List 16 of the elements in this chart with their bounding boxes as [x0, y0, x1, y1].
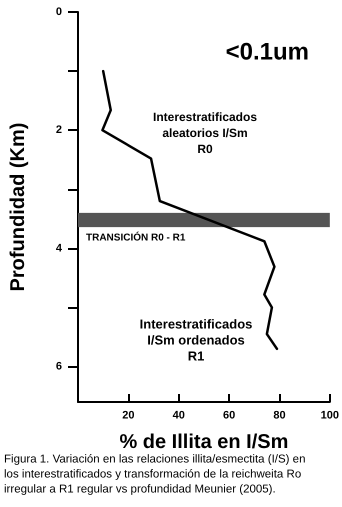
y-tick-label: 2 [56, 124, 62, 136]
annotation: TRANSICIÓN R0 - R1 [86, 232, 186, 244]
x-tick-label: 100 [320, 410, 340, 422]
text: <0.1um [226, 38, 310, 66]
x-tick-label: 40 [172, 410, 185, 422]
x-tick-label: 60 [222, 410, 236, 422]
annotation: Interestratificados I/Sm ordenados R1 [140, 316, 252, 364]
y-tick-label: 0 [56, 6, 62, 18]
y-tick-label: 6 [56, 360, 62, 373]
x-axis-title: % de Illita en I/Sm [119, 431, 288, 453]
text: Figura 1. Variación en las relaciones illita/esmectita (I/S) en los interestratificados y transformación de la reichweita Ro irregular a R1 regular vs profundidad Meunier (2005). [4, 454, 306, 496]
annotation: Interestratificados aleatorios I/Sm R0 [152, 110, 258, 156]
y-axis-title: Profundidad (Km) [7, 122, 29, 292]
x-tick-label: 80 [273, 410, 286, 422]
x-tick-label: 20 [122, 410, 134, 422]
y-tick-label: 4 [56, 242, 63, 254]
